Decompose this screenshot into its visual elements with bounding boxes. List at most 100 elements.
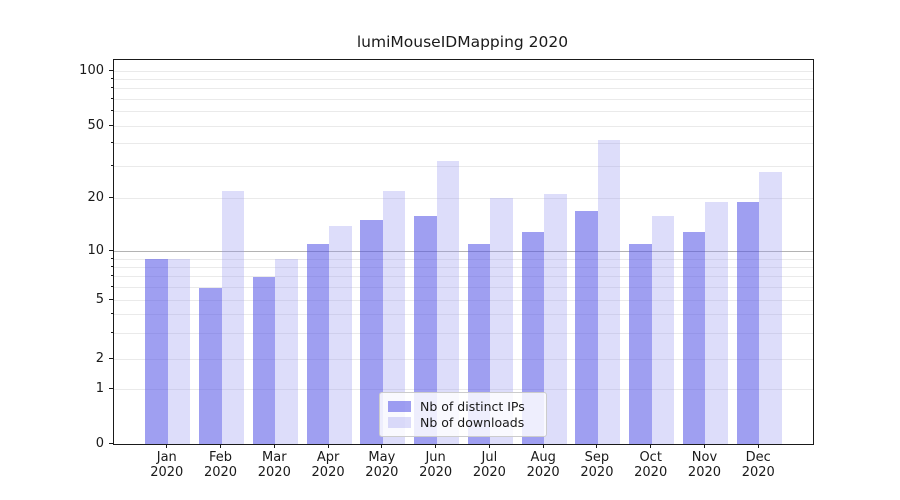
bar-downloads: [382, 190, 406, 444]
x-tick-label: Oct 2020: [619, 450, 683, 480]
bar-downloads: [221, 190, 245, 444]
gridline-minor: [114, 276, 813, 278]
x-tick-month: Sep: [584, 450, 610, 465]
bar-downloads: [329, 225, 352, 444]
x-tick-month: Dec: [745, 450, 771, 465]
y-tick-label: 50: [87, 117, 104, 133]
gridline-minor: [114, 98, 813, 100]
x-tick-mark: [381, 444, 383, 448]
y-tick-mark-minor: [110, 142, 113, 144]
bar-distinct-ips: [629, 244, 652, 444]
x-tick-label: Apr 2020: [296, 450, 360, 480]
y-tick-mark: [109, 250, 113, 252]
bar-distinct-ips: [199, 287, 222, 444]
bar-downloads: [597, 140, 621, 444]
x-tick-year: 2020: [419, 465, 453, 480]
x-tick-year: 2020: [472, 465, 506, 480]
x-tick-label: Mar 2020: [242, 450, 306, 480]
y-tick-mark-minor: [110, 313, 113, 315]
y-tick-mark-minor: [110, 87, 113, 89]
x-tick-label: Jul 2020: [457, 450, 521, 480]
gridline-major: [114, 197, 813, 199]
gridline-minor: [114, 266, 813, 268]
x-tick-month: Nov: [691, 450, 718, 465]
x-tick-label: Aug 2020: [511, 450, 575, 480]
y-tick-mark: [109, 358, 113, 360]
bar-distinct-ips: [306, 244, 330, 444]
x-tick-year: 2020: [741, 465, 775, 480]
bar-distinct-ips: [145, 259, 168, 444]
y-tick-mark: [109, 196, 113, 198]
gridline-major: [114, 125, 813, 127]
x-tick-mark: [166, 444, 168, 448]
y-tick-label: 20: [87, 189, 104, 205]
gridline-minor: [114, 165, 813, 167]
y-tick-label: 0: [95, 435, 104, 451]
x-tick-year: 2020: [634, 465, 668, 480]
x-tick-mark: [542, 444, 544, 448]
bar-distinct-ips: [414, 215, 437, 444]
x-tick-label: Sep 2020: [565, 450, 629, 480]
x-tick-year: 2020: [687, 465, 722, 480]
bar-downloads: [651, 215, 675, 444]
x-tick-month: Mar: [262, 450, 287, 465]
bar-distinct-ips: [736, 202, 760, 444]
bar-distinct-ips: [360, 220, 383, 444]
gridline-minor: [114, 143, 813, 145]
y-tick-mark-minor: [110, 257, 113, 259]
x-tick-mark: [273, 444, 275, 448]
gridline-minor: [114, 332, 813, 334]
gridline-minor: [114, 111, 813, 113]
bar-downloads: [759, 171, 782, 444]
y-tick-mark: [109, 442, 113, 444]
bar-distinct-ips: [521, 231, 545, 444]
bar-downloads: [490, 198, 513, 444]
bar-downloads: [544, 194, 567, 444]
x-tick-label: Nov 2020: [672, 450, 736, 480]
x-tick-year: 2020: [203, 465, 238, 480]
y-tick-mark: [109, 69, 113, 71]
y-tick-mark-minor: [110, 331, 113, 333]
legend-label: Nb of downloads: [420, 415, 525, 431]
gridline-minor: [114, 88, 813, 90]
x-tick-label: May 2020: [350, 450, 414, 480]
bar-distinct-ips: [252, 276, 276, 444]
x-tick-month: Jul: [481, 450, 498, 465]
y-tick-mark-minor: [110, 286, 113, 288]
bar-distinct-ips: [682, 231, 706, 444]
chart-title: lumiMouseIDMapping 2020: [356, 33, 569, 51]
y-tick-label: 100: [79, 62, 104, 78]
x-tick-mark: [596, 444, 598, 448]
x-tick-mark: [703, 444, 705, 448]
x-tick-mark: [327, 444, 329, 448]
x-tick-month: Aug: [530, 450, 556, 465]
y-tick-mark: [109, 124, 113, 126]
legend-label: Nb of distinct IPs: [420, 398, 525, 414]
gridline-major: [114, 251, 813, 253]
x-tick-month: Jan: [156, 450, 177, 465]
bar-distinct-ips: [575, 210, 598, 444]
x-tick-month: May: [368, 450, 396, 465]
y-tick-mark-minor: [110, 164, 113, 166]
y-tick-mark-minor: [110, 97, 113, 99]
y-tick-label: 2: [95, 351, 104, 367]
x-tick-mark: [650, 444, 652, 448]
bar-downloads: [275, 259, 298, 444]
y-tick-label: 10: [87, 243, 104, 259]
x-tick-mark: [435, 444, 437, 448]
gridline-minor: [114, 314, 813, 316]
legend: Nb of distinct IPs Nb of downloads: [379, 392, 547, 437]
y-tick-mark: [109, 298, 113, 300]
y-tick-mark-minor: [110, 265, 113, 267]
y-tick-label: 5: [95, 291, 104, 307]
x-tick-mark: [488, 444, 490, 448]
y-tick-mark-minor: [110, 275, 113, 277]
x-tick-month: Jun: [425, 450, 446, 465]
legend-swatch-downloads: [388, 417, 411, 429]
x-tick-label: Dec 2020: [726, 450, 790, 480]
x-tick-month: Oct: [639, 450, 662, 465]
x-tick-year: 2020: [526, 465, 560, 480]
x-tick-month: Apr: [316, 450, 340, 465]
gridline-major: [114, 70, 813, 72]
